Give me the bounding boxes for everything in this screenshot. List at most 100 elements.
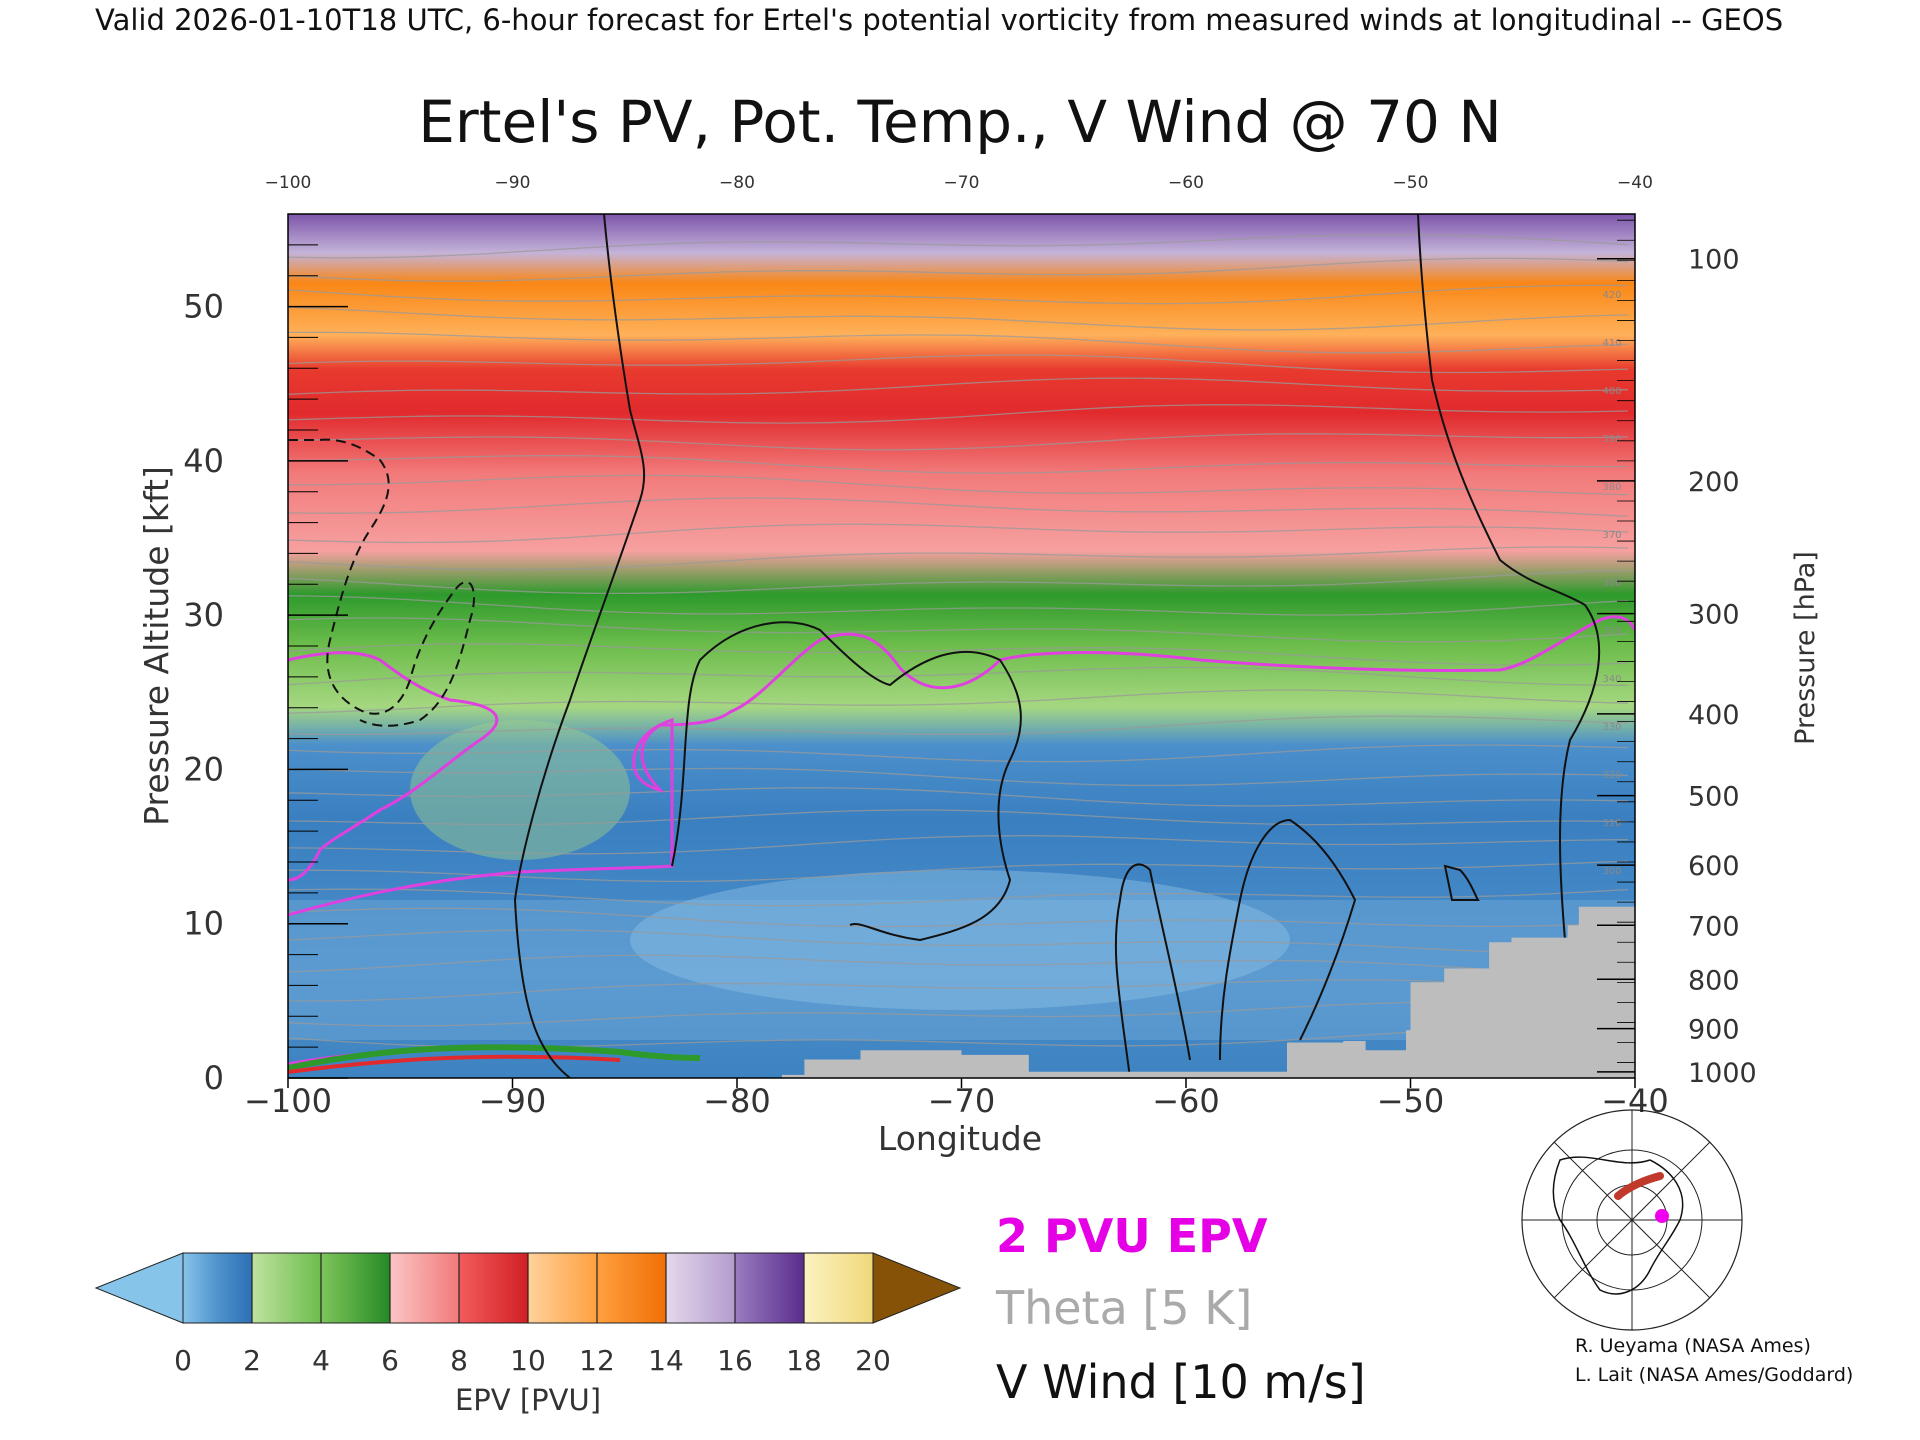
plot-area: 2702802903003103203303403503603703803904… bbox=[288, 214, 1635, 1078]
theta-line bbox=[288, 617, 1629, 643]
theta-line bbox=[288, 404, 1629, 424]
vwind-contour-mid-1 bbox=[1114, 863, 1191, 1078]
theta-contours: 2702802903003103203303403503603703803904… bbox=[288, 234, 1629, 1048]
y-tick-label: 50 bbox=[183, 288, 224, 326]
pressure-tick-label: 1000 bbox=[1688, 1058, 1757, 1089]
theta-line bbox=[288, 257, 1629, 282]
theta-line bbox=[288, 888, 1629, 907]
theta-line bbox=[288, 979, 1629, 1002]
theta-line bbox=[288, 455, 1629, 474]
colorbar-tick-label: 6 bbox=[381, 1344, 399, 1377]
top-tick-label: −50 bbox=[1393, 173, 1429, 193]
epv-2pvu-contour-west bbox=[288, 651, 499, 882]
colorbar-tick-label: 0 bbox=[174, 1344, 192, 1377]
theta-line bbox=[288, 954, 1629, 978]
colorbar-tick-label: 12 bbox=[579, 1344, 615, 1377]
theta-line bbox=[288, 860, 1629, 883]
theta-value-label: 380 bbox=[1602, 482, 1621, 493]
x-tick-label: −70 bbox=[928, 1082, 996, 1120]
credit-line-2: L. Lait (NASA Ames/Goddard) bbox=[1575, 1364, 1854, 1386]
theta-line bbox=[288, 306, 1629, 331]
x-tick-label: −80 bbox=[703, 1082, 771, 1120]
y-axis-left: 0 10 20 30 40 50 bbox=[183, 244, 348, 1097]
theta-value-label: 320 bbox=[1602, 770, 1621, 781]
vwind-zero-contour-east bbox=[1417, 214, 1601, 1011]
map-meridian-4 bbox=[1553, 1141, 1711, 1299]
y-tick-label: 20 bbox=[183, 750, 224, 788]
terrain-mask bbox=[288, 903, 1635, 1078]
colorbar-under-triangle bbox=[94, 1252, 184, 1324]
pressure-tick-label: 600 bbox=[1688, 851, 1740, 882]
theta-line bbox=[288, 284, 1629, 305]
theta-line bbox=[288, 907, 1629, 928]
y-axis-label-left: Pressure Altitude [kft] bbox=[137, 466, 176, 826]
pressure-tick-label: 100 bbox=[1688, 245, 1740, 276]
vwind-zero-contour-west bbox=[513, 214, 646, 1078]
colorbar-label: EPV [PVU] bbox=[455, 1383, 601, 1417]
map-coastline bbox=[1552, 1156, 1684, 1295]
legend-epv: 2 PVU EPV bbox=[996, 1209, 1268, 1263]
top-tick-label: −100 bbox=[265, 173, 312, 193]
theta-value-label: 310 bbox=[1602, 818, 1621, 829]
theta-line bbox=[288, 377, 1629, 395]
colorbar-tick-label: 8 bbox=[450, 1344, 468, 1377]
colorbar-tick-label: 16 bbox=[717, 1344, 753, 1377]
pressure-tick-label: 300 bbox=[1688, 600, 1740, 631]
theta-line bbox=[288, 643, 1629, 666]
theta-line bbox=[288, 474, 1629, 496]
pressure-tick-label: 700 bbox=[1688, 911, 1740, 942]
chart-title: Ertel's PV, Pot. Temp., V Wind @ 70 N bbox=[418, 88, 1501, 156]
theta-value-label: 330 bbox=[1602, 722, 1621, 733]
theta-value-label: 360 bbox=[1602, 578, 1621, 589]
y-tick-label: 0 bbox=[204, 1059, 224, 1097]
vwind-negative-contour bbox=[288, 438, 475, 727]
colorbar-tick-label: 18 bbox=[786, 1344, 822, 1377]
theta-value-label: 350 bbox=[1602, 626, 1621, 637]
colorbar-tick-label: 14 bbox=[648, 1344, 684, 1377]
top-axis: −100 −90 −80 −70 −60 −50 −40 bbox=[265, 173, 1653, 193]
vwind-10-contour bbox=[671, 621, 1022, 942]
x-axis-label: Longitude bbox=[878, 1119, 1042, 1158]
legend-vwind: V Wind [10 m/s] bbox=[996, 1355, 1366, 1409]
light-blue-region bbox=[630, 870, 1290, 1010]
pressure-tick-label: 800 bbox=[1688, 965, 1740, 996]
theta-line bbox=[288, 744, 1629, 763]
theta-value-label: 300 bbox=[1602, 866, 1621, 877]
x-tick-label: −90 bbox=[479, 1082, 547, 1120]
green-tongue-region bbox=[410, 720, 630, 860]
top-tick-label: −90 bbox=[495, 173, 531, 193]
colorbar: 0 2 4 6 8 10 12 14 16 18 20 EPV [PVU] bbox=[94, 1252, 962, 1417]
epv-field bbox=[288, 214, 1635, 1078]
y-tick-label: 40 bbox=[183, 442, 224, 480]
colorbar-tick-label: 4 bbox=[312, 1344, 330, 1377]
top-tick-label: −70 bbox=[944, 173, 980, 193]
theta-line bbox=[288, 234, 1629, 259]
pressure-tick-label: 500 bbox=[1688, 782, 1740, 813]
legend-theta: Theta [5 K] bbox=[995, 1281, 1252, 1335]
surface-red-stripe bbox=[288, 1054, 621, 1074]
theta-line bbox=[288, 546, 1629, 571]
theta-line bbox=[288, 835, 1629, 855]
y-tick-label: 10 bbox=[183, 905, 224, 943]
vwind-small-contour bbox=[1443, 864, 1480, 901]
colorbar-ticks: 0 2 4 6 8 10 12 14 16 18 20 bbox=[174, 1344, 891, 1377]
x-tick-label: −50 bbox=[1377, 1082, 1445, 1120]
vwind-contour-mid-2 bbox=[1219, 818, 1357, 1061]
pressure-tick-label: 200 bbox=[1688, 467, 1740, 498]
theta-value-label: 340 bbox=[1602, 674, 1621, 685]
top-tick-label: −60 bbox=[1168, 173, 1204, 193]
credit-line-1: R. Ueyama (NASA Ames) bbox=[1575, 1335, 1811, 1357]
top-tick-label: −80 bbox=[719, 173, 755, 193]
theta-line bbox=[288, 666, 1629, 686]
theta-line bbox=[288, 767, 1629, 787]
x-axis: −100 −90 −80 −70 −60 −50 −40 bbox=[244, 1078, 1669, 1120]
theta-line bbox=[288, 354, 1629, 374]
theta-line bbox=[288, 497, 1629, 518]
theta-value-label: 370 bbox=[1602, 530, 1621, 541]
x-tick-label: −100 bbox=[244, 1082, 332, 1120]
theta-line bbox=[288, 433, 1629, 451]
theta-line bbox=[288, 787, 1629, 807]
map-cross-section-path bbox=[1614, 1172, 1664, 1200]
theta-value-label: 410 bbox=[1602, 338, 1621, 349]
